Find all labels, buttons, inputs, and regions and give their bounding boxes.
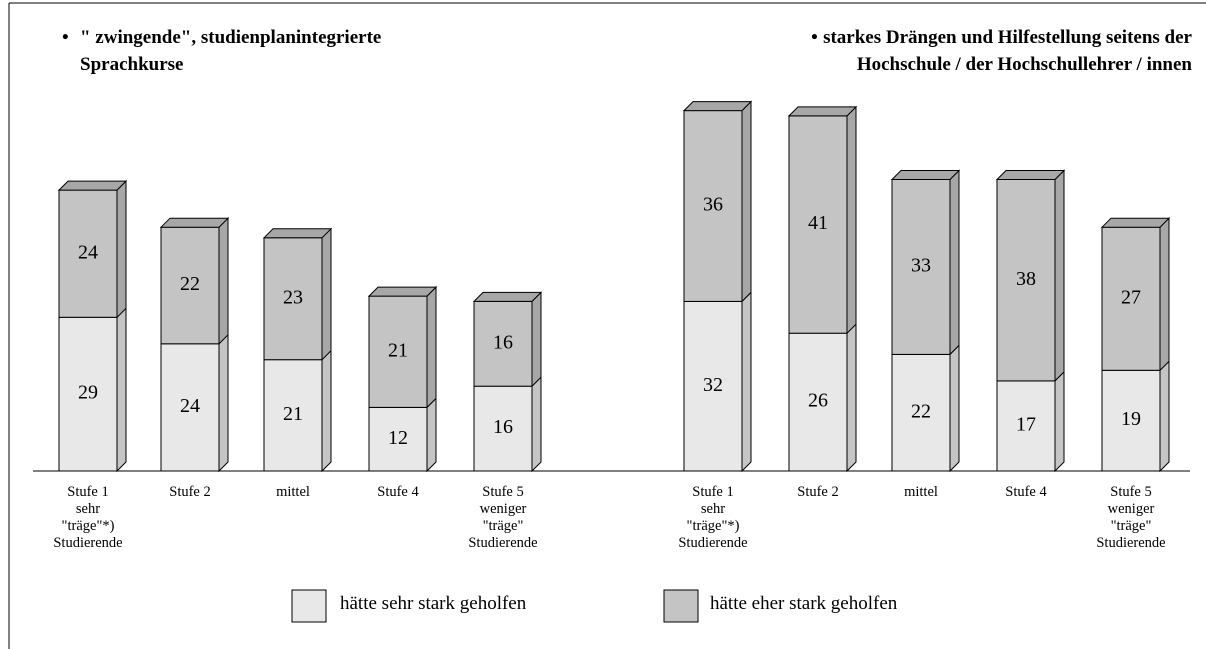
bar-top bbox=[890, 170, 961, 180]
bar-side bbox=[1054, 370, 1065, 473]
bar-side bbox=[741, 291, 752, 473]
bar-segment bbox=[788, 332, 848, 472]
bar-segment bbox=[473, 385, 533, 472]
bar-side bbox=[1054, 169, 1065, 383]
bar-side bbox=[218, 216, 229, 346]
value-label: 16 bbox=[493, 416, 513, 438]
x-tick-label: Stufe 4 bbox=[377, 484, 419, 500]
bar-top bbox=[57, 180, 128, 191]
bar-top bbox=[472, 291, 543, 302]
bar-top bbox=[682, 101, 753, 112]
bar-side bbox=[1159, 216, 1170, 372]
bar-segment bbox=[996, 380, 1056, 472]
bar-segment bbox=[891, 353, 951, 472]
bar-top bbox=[1100, 217, 1171, 228]
bar-side bbox=[321, 349, 332, 473]
value-label: 41 bbox=[808, 212, 828, 234]
title-text: " zwingende", studienplanintegrierte Spr… bbox=[80, 27, 382, 75]
value-label: 19 bbox=[1121, 408, 1141, 430]
bar-segment bbox=[58, 316, 118, 472]
value-label: 29 bbox=[78, 382, 98, 404]
bar-segment bbox=[683, 110, 743, 302]
bar-side bbox=[531, 291, 542, 388]
bar-top bbox=[995, 170, 1066, 180]
value-label: 36 bbox=[703, 194, 723, 216]
bar-segment bbox=[1101, 226, 1161, 371]
value-label: 17 bbox=[1016, 414, 1036, 436]
legend-label: hätte eher stark geholfen bbox=[710, 593, 898, 614]
value-label: 12 bbox=[388, 427, 408, 449]
value-label: 24 bbox=[78, 241, 98, 263]
value-label: 38 bbox=[1016, 268, 1036, 290]
bar-segment bbox=[788, 115, 848, 334]
bar-side bbox=[426, 397, 437, 473]
value-label: 21 bbox=[388, 339, 408, 361]
value-label: 22 bbox=[911, 400, 931, 422]
bar-side bbox=[846, 105, 857, 335]
bar-segment bbox=[160, 226, 220, 345]
value-label: 26 bbox=[808, 390, 828, 412]
bar-segment bbox=[996, 179, 1056, 382]
bar-segment bbox=[368, 295, 428, 408]
bar-segment bbox=[263, 359, 323, 472]
x-tick-label: Stufe 2 bbox=[797, 484, 839, 500]
value-label: 33 bbox=[911, 255, 931, 277]
legend-swatch bbox=[291, 589, 327, 623]
value-label: 16 bbox=[493, 331, 513, 353]
value-label: 27 bbox=[1121, 286, 1141, 308]
bar-top bbox=[262, 228, 333, 239]
bar-side bbox=[741, 100, 752, 303]
legend-label: hätte sehr stark geholfen bbox=[340, 593, 527, 614]
x-tick-label: Stufe 4 bbox=[1005, 484, 1047, 500]
bar-side bbox=[116, 179, 127, 319]
x-tick-label: mittel bbox=[904, 484, 938, 500]
bar-side bbox=[949, 344, 960, 473]
bar-side bbox=[846, 322, 857, 473]
x-tick-label: Stufe 2 bbox=[169, 484, 211, 500]
title-text: starkes Drängen und Hilfestellung seiten… bbox=[823, 27, 1192, 75]
x-tick-label: Stufe 1 sehr "träge"*) Studierende bbox=[53, 484, 123, 551]
value-label: 23 bbox=[283, 286, 303, 308]
bar-segment bbox=[683, 300, 743, 472]
x-tick-label: Stufe 5 weniger "träge" Studierende bbox=[468, 484, 538, 551]
bar-side bbox=[426, 285, 437, 409]
bar-segment bbox=[1101, 369, 1161, 472]
bar-side bbox=[116, 307, 127, 473]
x-tick-label: Stufe 5 weniger "träge" Studierende bbox=[1096, 484, 1166, 551]
legend-swatch bbox=[663, 589, 699, 623]
chart-title-1: • " zwingende", studienplanintegrierte Sp… bbox=[62, 24, 381, 78]
bar-segment bbox=[160, 343, 220, 472]
bar-segment bbox=[891, 179, 951, 355]
value-label: 22 bbox=[180, 273, 200, 295]
value-label: 24 bbox=[180, 395, 200, 417]
bar-top bbox=[367, 286, 438, 297]
value-label: 21 bbox=[283, 403, 303, 425]
x-tick-label: Stufe 1 sehr "träge"*) Studierende bbox=[678, 484, 748, 551]
x-tick-label: mittel bbox=[276, 484, 310, 500]
bar-side bbox=[531, 375, 542, 473]
bar-side bbox=[949, 169, 960, 356]
bar-side bbox=[218, 333, 229, 473]
bar-top bbox=[787, 106, 858, 117]
chart-title-2: • starkes Drängen und Hilfestellung seite… bbox=[811, 24, 1192, 78]
bar-side bbox=[321, 227, 332, 361]
value-label: 32 bbox=[703, 374, 723, 396]
bar-top bbox=[159, 217, 230, 228]
bar-segment bbox=[263, 237, 323, 361]
bar-side bbox=[1159, 360, 1170, 473]
